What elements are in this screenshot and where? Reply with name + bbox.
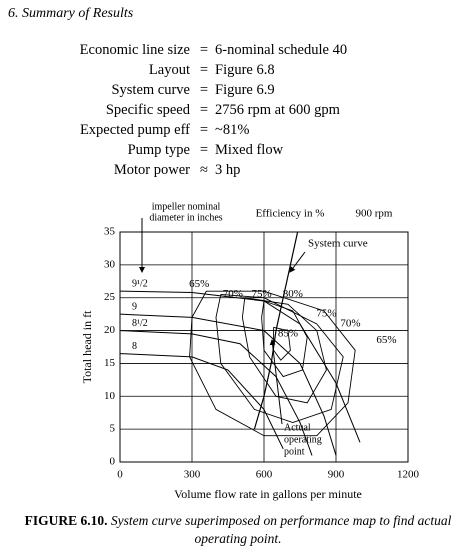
efficiency-contour bbox=[261, 300, 308, 378]
summary-row: Layout = Figure 6.8 bbox=[0, 62, 470, 82]
system-curve bbox=[253, 231, 299, 430]
summary-row: Economic line size = 6-nominal schedule 40 bbox=[0, 42, 470, 62]
summary-sign: = bbox=[199, 102, 209, 118]
x-tick-label: 300 bbox=[184, 469, 201, 481]
summary-label: Layout bbox=[148, 62, 190, 78]
efficiency-contour bbox=[241, 297, 327, 404]
impeller-curve bbox=[119, 353, 284, 450]
summary-value: 2756 rpm at 600 gpm bbox=[215, 102, 340, 118]
impeller-label: 8 bbox=[132, 341, 137, 352]
x-tick-label: 0 bbox=[117, 469, 123, 481]
y-axis-label: Total head in ft bbox=[80, 310, 94, 383]
summary-label: Expected pump eff bbox=[79, 122, 190, 138]
efficiency-contour bbox=[189, 290, 356, 437]
y-tick-label: 20 bbox=[104, 324, 116, 336]
x-axis-label: Volume flow rate in gallons per minute bbox=[174, 487, 362, 501]
summary-value: Figure 6.8 bbox=[215, 62, 275, 78]
arrow bbox=[269, 339, 283, 425]
x-tick-label: 900 bbox=[328, 469, 345, 481]
y-tick-label: 10 bbox=[104, 390, 116, 402]
caption-text: System curve superimposed on performance… bbox=[110, 513, 452, 546]
speed-note: 900 rpm bbox=[356, 208, 393, 220]
summary-sign: = bbox=[199, 62, 209, 78]
section-title: 6. Summary of Results bbox=[8, 6, 134, 21]
impeller-curve bbox=[119, 290, 361, 443]
summary-label: Economic line size bbox=[79, 42, 190, 58]
efficiency-note: Efficiency in % bbox=[256, 208, 325, 220]
summary-value: Figure 6.9 bbox=[215, 82, 275, 98]
impeller-label: 8¹/2 bbox=[132, 318, 148, 329]
summary-row: System curve = Figure 6.9 bbox=[0, 82, 470, 102]
caption: FIGURE 6.10. System curve superimposed o… bbox=[18, 512, 458, 548]
system-note: System curve bbox=[308, 238, 368, 250]
operating-note: point bbox=[284, 446, 305, 457]
y-tick-label: 0 bbox=[110, 456, 116, 468]
efficiency-contour bbox=[215, 293, 344, 424]
summary-value: Mixed flow bbox=[215, 142, 284, 158]
efficiency-label: 65% bbox=[189, 278, 209, 290]
summary-value: 3 hp bbox=[215, 162, 241, 178]
summary-row: Motor power ≈3 hp bbox=[0, 162, 470, 182]
summary-label: System curve bbox=[111, 82, 190, 98]
y-tick-label: 25 bbox=[104, 291, 116, 303]
efficiency-label: 65% bbox=[376, 334, 396, 346]
x-tick-label: 1200 bbox=[397, 469, 420, 481]
impeller-label: 9¹/2 bbox=[132, 278, 148, 289]
y-tick-label: 30 bbox=[104, 258, 116, 270]
impeller-curve bbox=[119, 313, 337, 456]
impeller-note: impeller nominal bbox=[152, 201, 221, 212]
efficiency-label: 80% bbox=[283, 288, 303, 300]
summary-label: Motor power bbox=[113, 162, 190, 178]
summary-sign: = bbox=[199, 142, 209, 158]
arrow bbox=[289, 251, 306, 273]
summary-label: Pump type bbox=[127, 142, 190, 158]
efficiency-label: 75% bbox=[316, 308, 336, 320]
summary-row: Pump type = Mixed flow bbox=[0, 142, 470, 162]
operating-note: Actual bbox=[284, 422, 311, 433]
efficiency-label: 70% bbox=[340, 318, 360, 330]
summary-sign: = bbox=[199, 42, 209, 58]
summary-sign: = bbox=[199, 82, 209, 98]
efficiency-label: 75% bbox=[252, 288, 272, 300]
y-tick-label: 35 bbox=[104, 226, 116, 238]
impeller-note: diameter in inches bbox=[149, 212, 222, 223]
summary-value: 6-nominal schedule 40 bbox=[215, 42, 348, 58]
chart: impeller nominal diameter in inches Effi… bbox=[80, 201, 420, 501]
impeller-label: 9 bbox=[132, 301, 137, 312]
efficiency-label: 85% bbox=[278, 327, 298, 339]
y-tick-label: 15 bbox=[104, 357, 116, 369]
efficiency-label: 70% bbox=[223, 288, 243, 300]
impeller-curve bbox=[119, 330, 313, 456]
summary-row: Expected pump eff = ~81% bbox=[0, 122, 470, 142]
caption-label: FIGURE 6.10. bbox=[24, 513, 108, 528]
summary-value: ~81% bbox=[215, 122, 250, 138]
x-tick-label: 600 bbox=[256, 469, 273, 481]
summary-sign: = bbox=[199, 122, 209, 138]
y-tick-label: 5 bbox=[110, 423, 116, 435]
summary-row: Specific speed = 2756 rpm at 600 gpm bbox=[0, 102, 470, 122]
operating-note: operating bbox=[284, 434, 322, 445]
summary-sign: ≈ bbox=[200, 162, 208, 178]
summary-label: Specific speed bbox=[105, 102, 190, 118]
